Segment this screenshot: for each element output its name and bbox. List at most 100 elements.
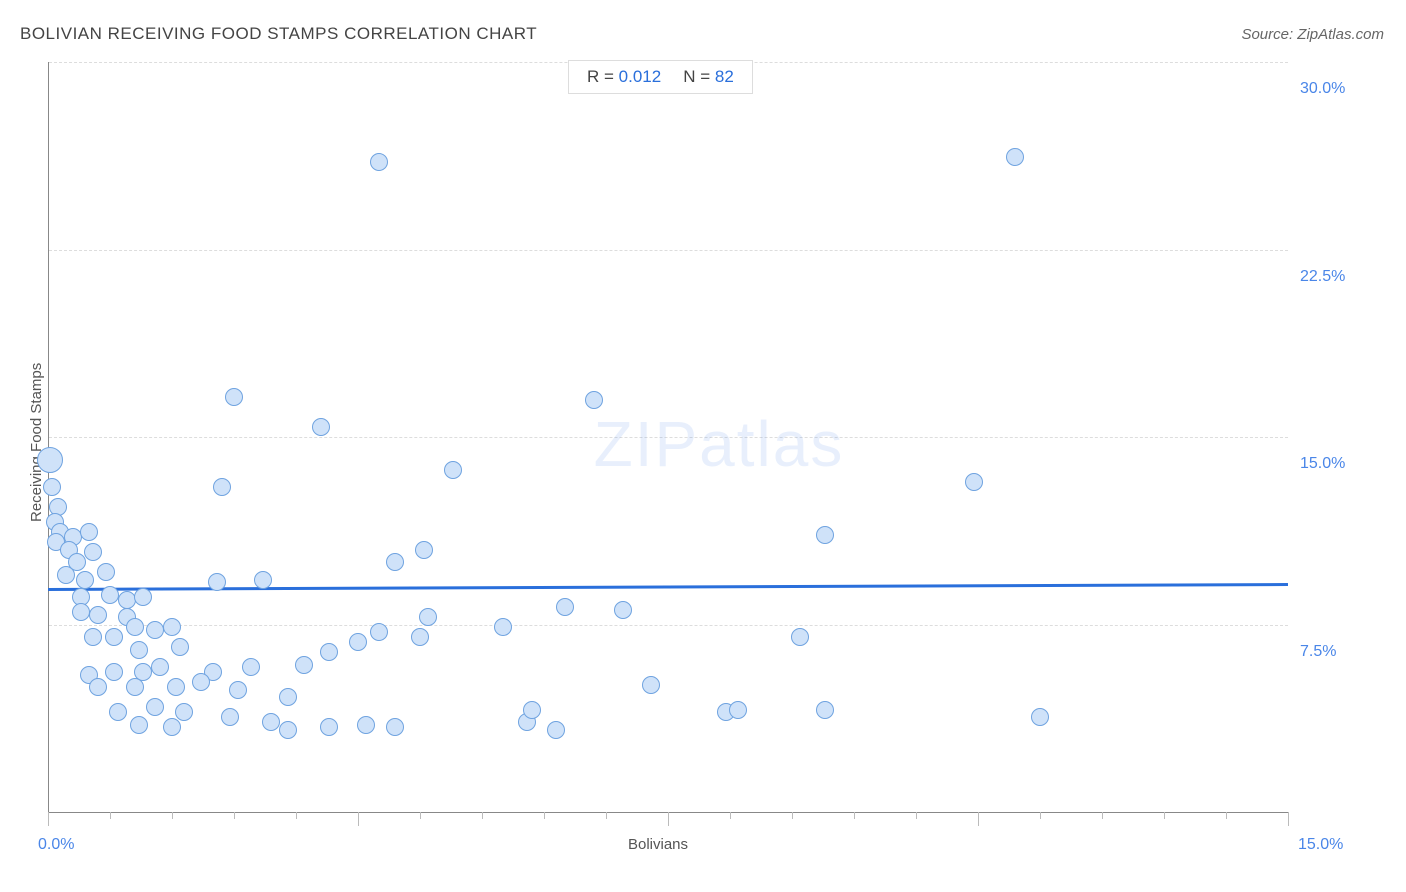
data-point — [192, 673, 210, 691]
data-point — [130, 641, 148, 659]
x-axis-max-label: 15.0% — [1298, 836, 1343, 854]
data-point — [151, 658, 169, 676]
data-point — [225, 388, 243, 406]
data-point — [213, 478, 231, 496]
x-tick-major — [48, 812, 49, 826]
data-point — [43, 478, 61, 496]
data-point — [816, 701, 834, 719]
data-point — [101, 586, 119, 604]
x-tick-minor — [1040, 812, 1041, 819]
x-tick-minor — [730, 812, 731, 819]
data-point — [254, 571, 272, 589]
data-point — [37, 447, 63, 473]
data-point — [614, 601, 632, 619]
x-tick-minor — [1102, 812, 1103, 819]
data-point — [523, 701, 541, 719]
gridline — [49, 625, 1288, 626]
data-point — [312, 418, 330, 436]
data-point — [163, 718, 181, 736]
trend-line — [48, 583, 1288, 591]
data-point — [76, 571, 94, 589]
x-tick-major — [668, 812, 669, 826]
x-tick-minor — [1164, 812, 1165, 819]
data-point — [642, 676, 660, 694]
x-tick-minor — [854, 812, 855, 819]
data-point — [791, 628, 809, 646]
data-point — [72, 603, 90, 621]
gridline — [49, 437, 1288, 438]
data-point — [349, 633, 367, 651]
data-point — [729, 701, 747, 719]
r-stat: R = 0.012 — [587, 67, 661, 87]
x-tick-minor — [482, 812, 483, 819]
data-point — [444, 461, 462, 479]
x-tick-major — [1288, 812, 1289, 826]
data-point — [370, 153, 388, 171]
x-tick-minor — [792, 812, 793, 819]
data-point — [163, 618, 181, 636]
data-point — [84, 628, 102, 646]
data-point — [1031, 708, 1049, 726]
data-point — [118, 591, 136, 609]
n-value: 82 — [715, 67, 734, 86]
watermark-bold: ZIP — [594, 408, 700, 480]
chart-title: BOLIVIAN RECEIVING FOOD STAMPS CORRELATI… — [20, 24, 537, 44]
data-point — [126, 678, 144, 696]
data-point — [357, 716, 375, 734]
x-tick-minor — [606, 812, 607, 819]
y-tick-label: 22.5% — [1300, 268, 1345, 286]
data-point — [126, 618, 144, 636]
data-point — [89, 606, 107, 624]
data-point — [547, 721, 565, 739]
n-label: N = — [683, 67, 715, 86]
x-tick-major — [358, 812, 359, 826]
data-point — [419, 608, 437, 626]
data-point — [146, 698, 164, 716]
data-point — [320, 718, 338, 736]
data-point — [105, 628, 123, 646]
data-point — [279, 721, 297, 739]
data-point — [175, 703, 193, 721]
x-tick-minor — [296, 812, 297, 819]
data-point — [171, 638, 189, 656]
data-point — [370, 623, 388, 641]
data-point — [320, 643, 338, 661]
data-point — [167, 678, 185, 696]
data-point — [97, 563, 115, 581]
x-tick-minor — [234, 812, 235, 819]
gridline — [49, 250, 1288, 251]
source-label: Source: ZipAtlas.com — [1241, 26, 1384, 43]
data-point — [242, 658, 260, 676]
data-point — [80, 523, 98, 541]
data-point — [494, 618, 512, 636]
y-tick-label: 15.0% — [1300, 455, 1345, 473]
data-point — [134, 588, 152, 606]
watermark-light: atlas — [699, 408, 844, 480]
plot-area: R = 0.012 N = 82 ZIPatlas Receiving Food… — [48, 62, 1288, 812]
x-axis-label: Bolivians — [628, 836, 688, 853]
data-point — [57, 566, 75, 584]
data-point — [262, 713, 280, 731]
data-point — [386, 718, 404, 736]
x-tick-minor — [1226, 812, 1227, 819]
x-tick-minor — [420, 812, 421, 819]
data-point — [84, 543, 102, 561]
x-tick-minor — [916, 812, 917, 819]
data-point — [411, 628, 429, 646]
data-point — [279, 688, 297, 706]
data-point — [295, 656, 313, 674]
data-point — [221, 708, 239, 726]
x-tick-minor — [544, 812, 545, 819]
data-point — [965, 473, 983, 491]
x-tick-minor — [110, 812, 111, 819]
x-axis-min-label: 0.0% — [38, 836, 74, 854]
y-tick-label: 7.5% — [1300, 643, 1336, 661]
x-tick-minor — [172, 812, 173, 819]
data-point — [585, 391, 603, 409]
r-label: R = — [587, 67, 619, 86]
data-point — [89, 678, 107, 696]
y-tick-label: 30.0% — [1300, 80, 1345, 98]
data-point — [816, 526, 834, 544]
n-stat: N = 82 — [683, 67, 734, 87]
data-point — [109, 703, 127, 721]
